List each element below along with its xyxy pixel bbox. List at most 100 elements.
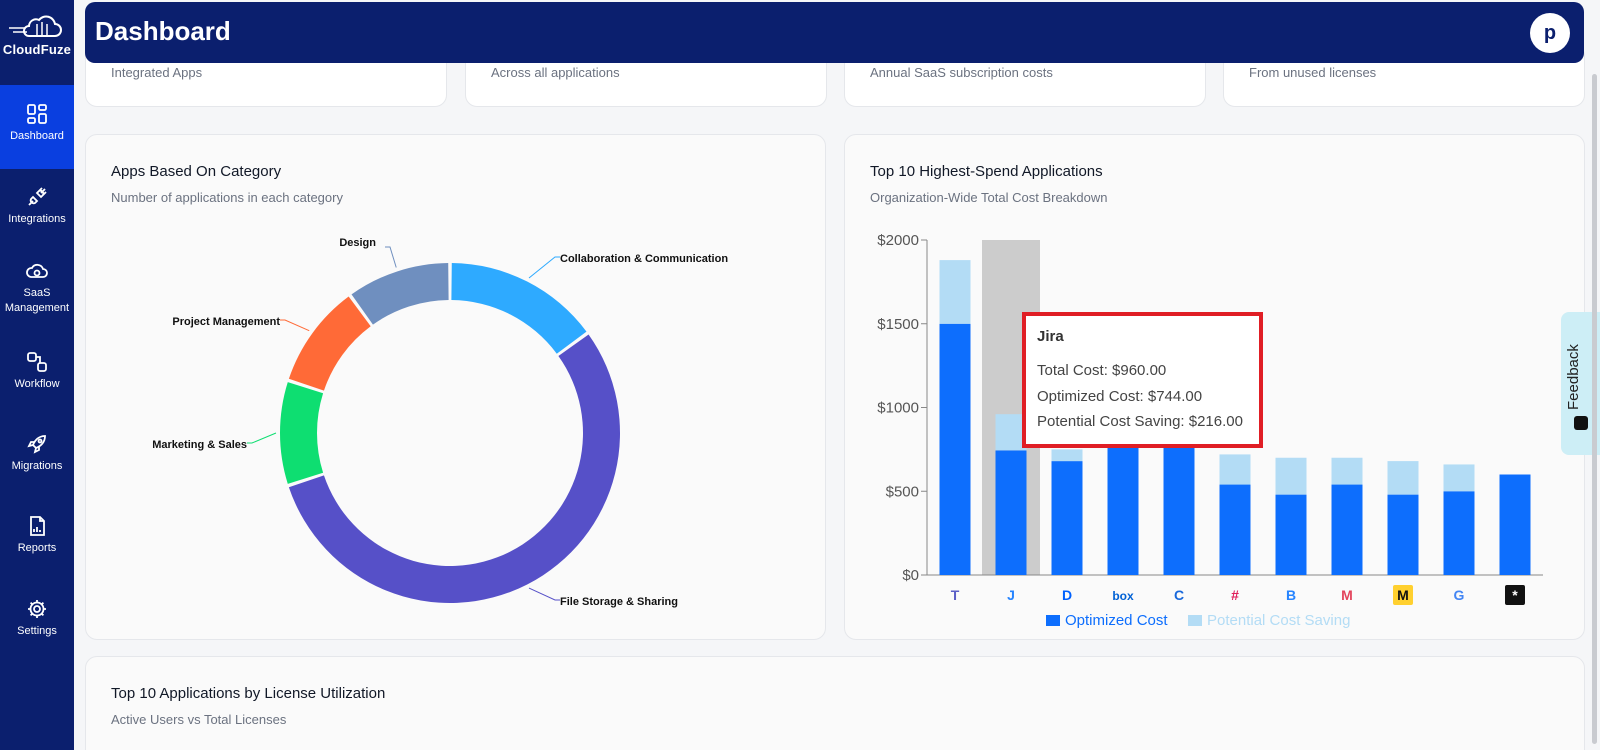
- sidebar-item-integrations[interactable]: Integrations: [0, 168, 74, 252]
- svg-text:G: G: [1454, 587, 1465, 603]
- sidebar-item-label: Reports: [17, 542, 57, 554]
- sidebar-item-label: Workflow: [14, 378, 60, 390]
- cloud-gear-icon: [26, 263, 48, 278]
- smile-icon: [1574, 416, 1588, 430]
- tooltip-total: Total Cost: $960.00: [1037, 362, 1167, 379]
- legend-label: Potential Cost Saving: [1207, 612, 1351, 629]
- scrollbar-thumb[interactable]: [1592, 74, 1597, 744]
- top-header: Dashboard p: [85, 2, 1584, 63]
- sidebar-item-settings[interactable]: Settings: [0, 580, 74, 664]
- chart-tooltip: Jira Total Cost: $960.00 Optimized Cost:…: [1022, 312, 1263, 448]
- donut-leader-line: [280, 319, 310, 332]
- donut-slice[interactable]: [280, 382, 324, 484]
- cloudfuze-logo[interactable]: CloudFuze: [0, 14, 74, 70]
- donut-label: File Storage & Sharing: [560, 596, 678, 608]
- svg-text:D: D: [1062, 587, 1072, 603]
- tooltip-title: Jira: [1037, 328, 1064, 345]
- bar-potential-saving[interactable]: [1387, 461, 1419, 495]
- donut-label: Project Management: [172, 316, 280, 328]
- donut-slice[interactable]: [288, 334, 621, 603]
- bitbucket-icon: B: [1286, 587, 1296, 603]
- category-panel: Apps Based On Category Number of applica…: [85, 134, 826, 640]
- bar-optimized-cost[interactable]: [1275, 494, 1307, 575]
- y-tick-label: $0: [902, 567, 919, 584]
- bar-optimized-cost[interactable]: [1443, 491, 1475, 575]
- sidebar-item-reports[interactable]: Reports: [0, 497, 74, 581]
- y-tick-label: $500: [886, 483, 919, 500]
- openai-icon: *: [1505, 585, 1525, 605]
- miro-icon: M: [1393, 585, 1413, 605]
- bar-potential-saving[interactable]: [1219, 454, 1251, 485]
- legend-swatch: [1046, 615, 1060, 626]
- google-icon: G: [1454, 587, 1465, 603]
- donut-slice[interactable]: [288, 296, 371, 391]
- slack-icon: #: [1231, 587, 1239, 603]
- bar-optimized-cost[interactable]: [1163, 430, 1195, 575]
- license-panel: Top 10 Applications by License Utilizati…: [85, 656, 1585, 750]
- tooltip-saving: Potential Cost Saving: $216.00: [1037, 413, 1243, 430]
- tooltip-optimized: Optimized Cost: $744.00: [1037, 388, 1203, 405]
- sidebar-item-label: Dashboard: [10, 130, 64, 142]
- bar-optimized-cost[interactable]: [939, 323, 971, 575]
- svg-text:#: #: [1231, 587, 1239, 603]
- bar-optimized-cost[interactable]: [1499, 474, 1531, 576]
- bar-optimized-cost[interactable]: [1387, 494, 1419, 575]
- svg-text:M: M: [1397, 587, 1409, 603]
- page-title: Dashboard: [95, 16, 231, 46]
- sidebar-item-label: Settings: [17, 625, 57, 637]
- bar-optimized-cost[interactable]: [1051, 461, 1083, 575]
- logo-text: CloudFuze: [2, 42, 72, 57]
- bar-potential-saving[interactable]: [1443, 464, 1475, 492]
- bar-optimized-cost[interactable]: [1331, 484, 1363, 575]
- stat-subtitle: Annual SaaS subscription costs: [870, 65, 1053, 80]
- donut-leader-line: [528, 587, 560, 601]
- sidebar: CloudFuze Dashboard Integrations SaaS Ma…: [0, 0, 74, 750]
- y-tick-label: $1000: [877, 400, 919, 417]
- stat-subtitle: Integrated Apps: [111, 65, 203, 80]
- gear-icon: [28, 600, 46, 618]
- svg-text:T: T: [951, 587, 960, 603]
- monday-icon: M: [1341, 587, 1353, 603]
- bar-potential-saving[interactable]: [995, 414, 1027, 451]
- panel-subtitle: Organization-Wide Total Cost Breakdown: [870, 190, 1108, 205]
- legend-optimized[interactable]: Optimized Cost: [1046, 612, 1168, 629]
- feedback-label: Feedback: [1565, 344, 1582, 410]
- box-icon: box: [1112, 589, 1134, 603]
- sidebar-item-dashboard[interactable]: Dashboard: [0, 85, 74, 169]
- svg-text:*: *: [1512, 587, 1518, 603]
- report-icon: [30, 516, 45, 536]
- bar-potential-saving[interactable]: [939, 260, 971, 324]
- donut-leader-line: [385, 246, 397, 268]
- panel-subtitle: Number of applications in each category: [111, 190, 343, 205]
- rocket-icon: [27, 435, 46, 454]
- stat-subtitle: Across all applications: [491, 65, 620, 80]
- donut-slice[interactable]: [351, 263, 449, 325]
- bar-optimized-cost[interactable]: [995, 450, 1027, 575]
- legend-saving[interactable]: Potential Cost Saving: [1188, 612, 1350, 629]
- sidebar-item-label: Integrations: [8, 213, 66, 225]
- bar-potential-saving[interactable]: [1051, 449, 1083, 462]
- donut-leader-line: [528, 256, 560, 279]
- svg-text:box: box: [1112, 589, 1134, 603]
- svg-text:B: B: [1286, 587, 1296, 603]
- category-donut-chart: [247, 246, 621, 603]
- panel-title: Top 10 Highest-Spend Applications: [870, 163, 1103, 180]
- svg-text:M: M: [1341, 587, 1353, 603]
- donut-slice[interactable]: [451, 263, 587, 354]
- svg-text:C: C: [1174, 587, 1184, 603]
- panel-title: Apps Based On Category: [111, 163, 282, 180]
- jira-icon: J: [1007, 587, 1015, 603]
- donut-label: Design: [339, 237, 376, 249]
- bar-optimized-cost[interactable]: [1219, 484, 1251, 575]
- y-tick-label: $1500: [877, 316, 919, 333]
- cloud-logo-icon: [9, 15, 62, 37]
- dashboard-icon: [27, 104, 47, 124]
- sidebar-item-saas-management[interactable]: SaaS Management: [0, 242, 74, 326]
- y-tick-label: $2000: [877, 232, 919, 249]
- sidebar-item-migrations[interactable]: Migrations: [0, 415, 74, 499]
- sidebar-item-workflow[interactable]: Workflow: [0, 333, 74, 417]
- avatar[interactable]: p: [1530, 13, 1570, 53]
- plug-icon: [28, 187, 47, 206]
- bar-potential-saving[interactable]: [1331, 457, 1363, 485]
- bar-potential-saving[interactable]: [1275, 457, 1307, 495]
